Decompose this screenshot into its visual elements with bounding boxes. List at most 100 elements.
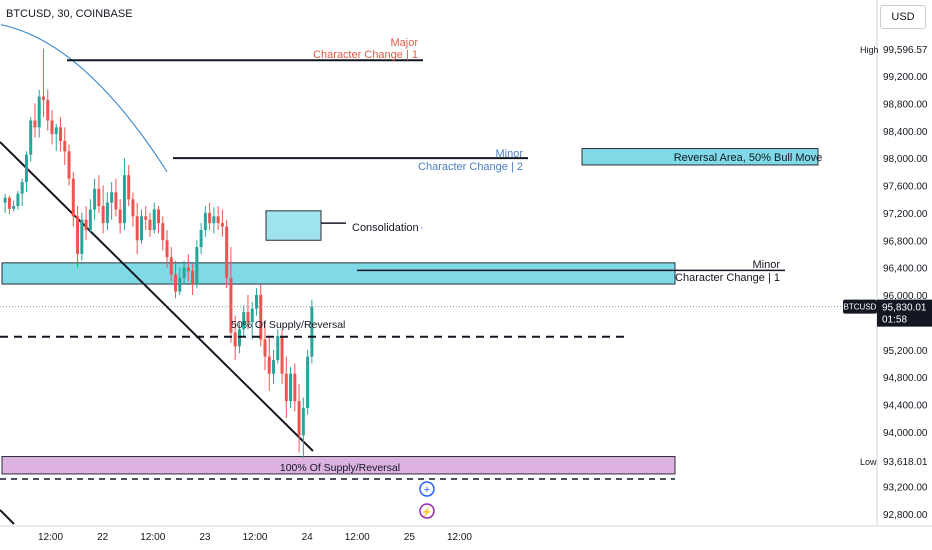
candle-body bbox=[310, 306, 314, 357]
candle-body bbox=[267, 356, 271, 374]
consolidation-zone bbox=[265, 210, 322, 241]
x-tick-label: 23 bbox=[199, 532, 211, 543]
candle-body bbox=[127, 175, 131, 200]
candle-body bbox=[199, 229, 203, 248]
candle-body bbox=[97, 188, 101, 207]
current-symbol-tag bbox=[843, 299, 877, 314]
y-tick-label: 95,200.00 bbox=[883, 346, 928, 357]
low-price-tag-label: Low bbox=[860, 457, 877, 467]
candle-body bbox=[54, 127, 58, 135]
y-tick-label: 96,400.00 bbox=[883, 264, 928, 275]
event-flash-icon bbox=[419, 503, 435, 519]
low-price-tag-box bbox=[880, 454, 932, 468]
candle-body bbox=[220, 223, 224, 227]
y-tick-label: 92,800.00 bbox=[883, 510, 928, 521]
y-tick-label: 96,800.00 bbox=[883, 236, 928, 247]
candle-body bbox=[191, 271, 195, 285]
candle-body bbox=[29, 120, 33, 155]
candle-body bbox=[216, 216, 220, 224]
event-flash-glyph: ⚡ bbox=[421, 506, 432, 518]
candle-body bbox=[250, 308, 254, 323]
candle-body bbox=[280, 336, 284, 374]
reversal-area-label: Reversal Area, 50% Bull Move bbox=[674, 152, 823, 164]
candle-body bbox=[131, 199, 135, 217]
candle-body bbox=[169, 257, 173, 275]
x-tick-label: 12:00 bbox=[38, 532, 63, 543]
x-tick-label: 24 bbox=[302, 532, 314, 543]
event-plus-glyph: + bbox=[424, 484, 430, 496]
candle-body bbox=[84, 219, 88, 230]
candle-body bbox=[165, 240, 169, 258]
y-tick-label: 99,200.00 bbox=[883, 72, 928, 83]
candle-body bbox=[16, 193, 20, 207]
candle-body bbox=[110, 192, 114, 203]
minor-2-label: Minor bbox=[495, 148, 523, 160]
minor-1-character-change-label: Character Change | 1 bbox=[675, 272, 780, 284]
candle-body bbox=[259, 295, 263, 340]
major-character-change-label: Character Change | 1 bbox=[313, 49, 418, 61]
candle-body bbox=[152, 209, 156, 230]
candle-body bbox=[3, 197, 7, 203]
high-price-tag-box bbox=[880, 42, 932, 56]
candle-body bbox=[67, 151, 71, 179]
candle-body bbox=[114, 192, 118, 210]
minor-2-character-change-label: Character Change | 2 bbox=[418, 161, 523, 173]
reversal-area-zone bbox=[581, 148, 819, 166]
candle-body bbox=[276, 336, 280, 361]
current-price-value: 95,830.01 bbox=[882, 303, 927, 314]
x-tick-label: 12:00 bbox=[140, 532, 165, 543]
candle-body bbox=[297, 401, 301, 436]
candle-body bbox=[46, 99, 50, 121]
candle-body bbox=[105, 202, 109, 224]
candle-body bbox=[76, 216, 80, 254]
major-label: Major bbox=[390, 37, 418, 49]
trend-line bbox=[0, 141, 314, 452]
candle-body bbox=[20, 182, 24, 194]
x-tick-label: 12:00 bbox=[447, 532, 472, 543]
candle-body bbox=[50, 120, 54, 135]
moving-average-line bbox=[0, 24, 168, 173]
trend-line-lower bbox=[0, 509, 15, 525]
candle-body bbox=[237, 329, 241, 347]
candle-body bbox=[144, 216, 148, 220]
y-tick-label: 94,400.00 bbox=[883, 401, 928, 412]
current-price-tag bbox=[877, 299, 932, 327]
candle-body bbox=[7, 197, 11, 209]
candle-body bbox=[33, 120, 37, 128]
candle-body bbox=[135, 216, 139, 241]
candle-body bbox=[233, 332, 237, 347]
current-price-countdown: 01:58 bbox=[882, 315, 907, 326]
candle-body bbox=[161, 223, 165, 241]
candle-body bbox=[12, 206, 16, 209]
candle-body bbox=[229, 277, 233, 333]
candle-body bbox=[174, 274, 178, 292]
candle-body bbox=[93, 188, 97, 210]
y-tick-label: 98,000.00 bbox=[883, 154, 928, 165]
y-tick-label: 98,800.00 bbox=[883, 99, 928, 110]
hundred-pct-zone bbox=[1, 456, 676, 475]
candle-body bbox=[272, 360, 276, 374]
candle-body bbox=[182, 267, 186, 278]
consolidation-label: Consolidation bbox=[352, 222, 419, 234]
y-tick-label: 97,600.00 bbox=[883, 182, 928, 193]
high-price-tag-value: 99,596.57 bbox=[883, 45, 928, 56]
candle-body bbox=[139, 216, 143, 241]
candle-body bbox=[254, 295, 258, 309]
high-price-tag-label: High bbox=[860, 45, 879, 55]
y-tick-label: 94,000.00 bbox=[883, 428, 928, 439]
candle-body bbox=[186, 267, 190, 272]
supply-zone bbox=[1, 262, 676, 285]
y-tick-label: 94,800.00 bbox=[883, 373, 928, 384]
candle-body bbox=[37, 96, 41, 128]
candle-body bbox=[101, 206, 105, 224]
candle-body bbox=[178, 277, 182, 292]
candle-body bbox=[80, 219, 84, 254]
candle-body bbox=[71, 178, 75, 217]
candle-body bbox=[88, 209, 92, 230]
y-tick-label: 96,000.00 bbox=[883, 291, 928, 302]
candle-body bbox=[293, 373, 297, 402]
candle-body bbox=[195, 247, 199, 285]
currency-selector[interactable]: USD bbox=[880, 5, 926, 29]
x-tick-label: 12:00 bbox=[242, 532, 267, 543]
